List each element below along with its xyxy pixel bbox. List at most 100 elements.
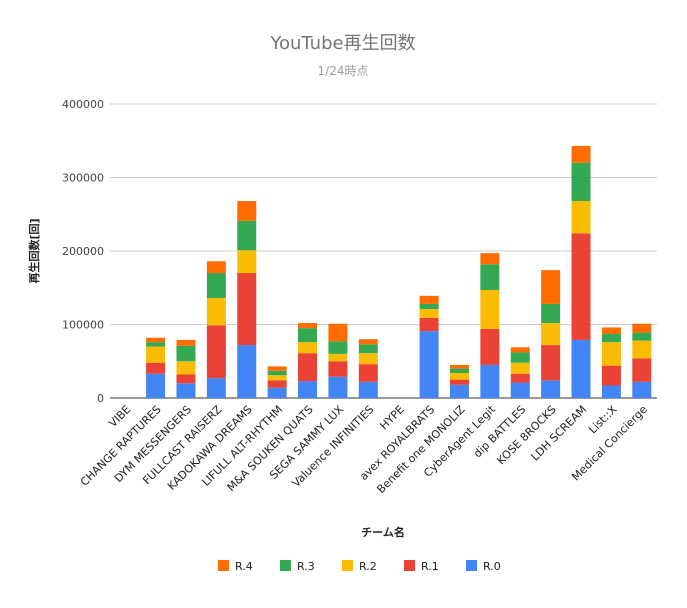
bar-segment [632, 332, 652, 341]
y-axis-label: 再生回数[回] [27, 218, 41, 283]
bar-segment [510, 382, 530, 398]
bar-segment [358, 353, 378, 365]
bar-segment [237, 220, 257, 251]
bar-segment [541, 323, 561, 346]
y-tick-label: 100000 [62, 319, 104, 332]
legend-swatch [404, 560, 415, 571]
bar-segment [237, 345, 257, 398]
bar-segment [541, 380, 561, 398]
bar-segment [601, 365, 621, 386]
y-tick-label: 400000 [62, 98, 104, 111]
bar-segment [449, 368, 469, 374]
chart-title: YouTube再生回数 [269, 33, 415, 54]
bar-segment [146, 342, 166, 347]
y-tick-label: 0 [97, 392, 104, 405]
bar-segment [176, 361, 196, 375]
bar-segment [601, 334, 621, 343]
bar-segment [237, 201, 257, 221]
bar-segment [237, 250, 257, 274]
bar-segment [571, 145, 591, 163]
bar-segment [541, 345, 561, 381]
bar-segment [206, 298, 226, 326]
bar-segment [541, 303, 561, 324]
bar-segment [480, 253, 500, 265]
bar-segment [510, 373, 530, 383]
bar-segment [298, 342, 318, 354]
bar-segment [571, 162, 591, 202]
x-axis-label: チーム名 [361, 525, 405, 539]
bar-segment [328, 353, 348, 362]
bar-segment [632, 340, 652, 359]
legend-label: R.2 [359, 560, 377, 573]
legend-label: R.3 [297, 560, 315, 573]
y-tick-label: 200000 [62, 245, 104, 258]
bar-segment [176, 339, 196, 346]
bar-segment [267, 380, 287, 388]
bar-segment [419, 331, 439, 398]
bars [146, 145, 652, 398]
bar-segment [419, 317, 439, 332]
bar-segment [419, 295, 439, 304]
x-tick-label: VIBE [106, 403, 133, 430]
bar-segment [146, 362, 166, 374]
bar-segment [176, 383, 196, 398]
bar-segment [328, 361, 348, 377]
legend-swatch [280, 560, 291, 571]
bar-segment [176, 345, 196, 362]
bar-segment [480, 289, 500, 329]
legend: R.4 R.3 R.2 R.1 R.0 [218, 560, 501, 573]
bar-segment [480, 364, 500, 398]
bar-segment [358, 344, 378, 354]
bar-segment [419, 309, 439, 318]
bar-segment [449, 379, 469, 385]
bar-segment [358, 364, 378, 382]
bar-segment [267, 387, 287, 398]
bar-segment [632, 381, 652, 398]
chart-subtitle: 1/24時点 [318, 64, 369, 78]
bar-segment [206, 273, 226, 299]
bar-segment [267, 375, 287, 381]
bar-segment [571, 201, 591, 234]
legend-swatch [466, 560, 477, 571]
bar-segment [449, 384, 469, 398]
bar-segment [632, 358, 652, 382]
bar-segment [328, 323, 348, 342]
bar-segment [298, 323, 318, 329]
bar-segment [298, 328, 318, 343]
bar-segment [146, 373, 166, 398]
legend-label: R.0 [483, 560, 501, 573]
bar-segment [206, 378, 226, 398]
legend-swatch [218, 560, 229, 571]
bar-segment [510, 352, 530, 363]
bar-segment [510, 347, 530, 353]
legend-swatch [342, 560, 353, 571]
bar-segment [419, 303, 439, 310]
bar-segment [541, 270, 561, 304]
y-tick-label: 300000 [62, 172, 104, 185]
bar-segment [601, 342, 621, 366]
bar-segment [328, 376, 348, 398]
bar-segment [480, 264, 500, 290]
bar-segment [267, 366, 287, 371]
bar-segment [267, 370, 287, 376]
bar-segment [510, 362, 530, 374]
bar-segment [449, 364, 469, 369]
bar-segment [601, 327, 621, 335]
bar-segment [358, 339, 378, 345]
legend-label: R.1 [421, 560, 439, 573]
bar-segment [146, 337, 166, 343]
bar-segment [480, 328, 500, 365]
bar-segment [632, 323, 652, 333]
gridlines [110, 103, 657, 399]
bar-segment [601, 385, 621, 398]
bar-segment [328, 341, 348, 354]
bar-segment [237, 273, 257, 346]
bar-segment [176, 374, 196, 384]
bar-segment [298, 381, 318, 398]
y-axis-ticks: 0 100000 200000 300000 400000 [62, 98, 104, 405]
bar-segment [298, 353, 318, 382]
legend-label: R.4 [235, 560, 253, 573]
